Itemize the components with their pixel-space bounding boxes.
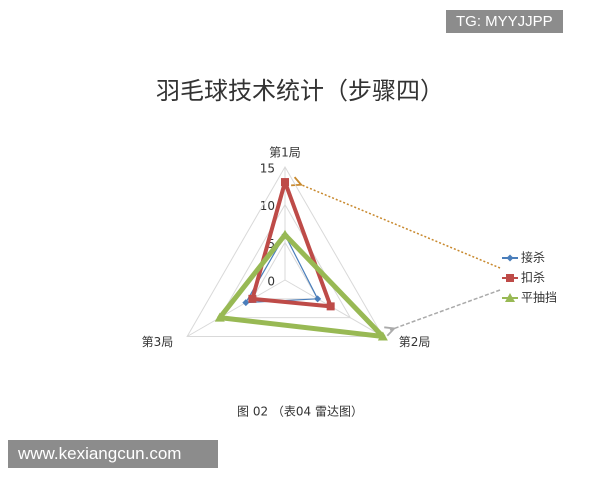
category-label: 第2局 [399,335,431,349]
point [377,331,388,341]
legend-label: 接杀 [521,250,545,265]
legend-label: 扣杀 [521,270,545,285]
grid-ring [218,203,352,319]
category-label: 第3局 [142,335,174,349]
annotation-arrow [297,183,501,269]
point [242,299,250,307]
series-line [250,180,333,309]
series-line [217,232,386,339]
point [505,293,515,302]
r-tick-label: 10 [260,199,275,213]
r-tick-label: 0 [267,275,275,289]
point [281,178,289,187]
annotation-arrow [390,289,501,330]
chart-title: 羽毛球技术统计（步骤四） [156,77,444,105]
point [248,294,257,303]
watermark: www.kexiangcun.com [8,440,218,468]
point [280,229,290,239]
caption: 图 02 （表04 雷达图） [237,405,363,419]
legend-label: 平抽挡 [521,291,557,305]
point [314,295,322,303]
point [326,302,335,311]
point [506,254,514,262]
r-tick-label: 15 [260,162,275,176]
point [214,312,225,322]
category-label: 第1局 [269,146,301,160]
grid-ring [186,165,384,337]
grid-ring [251,241,319,300]
r-tick-label: 5 [267,237,275,251]
point [506,274,514,282]
watermark: TG: MYYJJPP [446,10,563,33]
axis-spoke [186,279,286,337]
